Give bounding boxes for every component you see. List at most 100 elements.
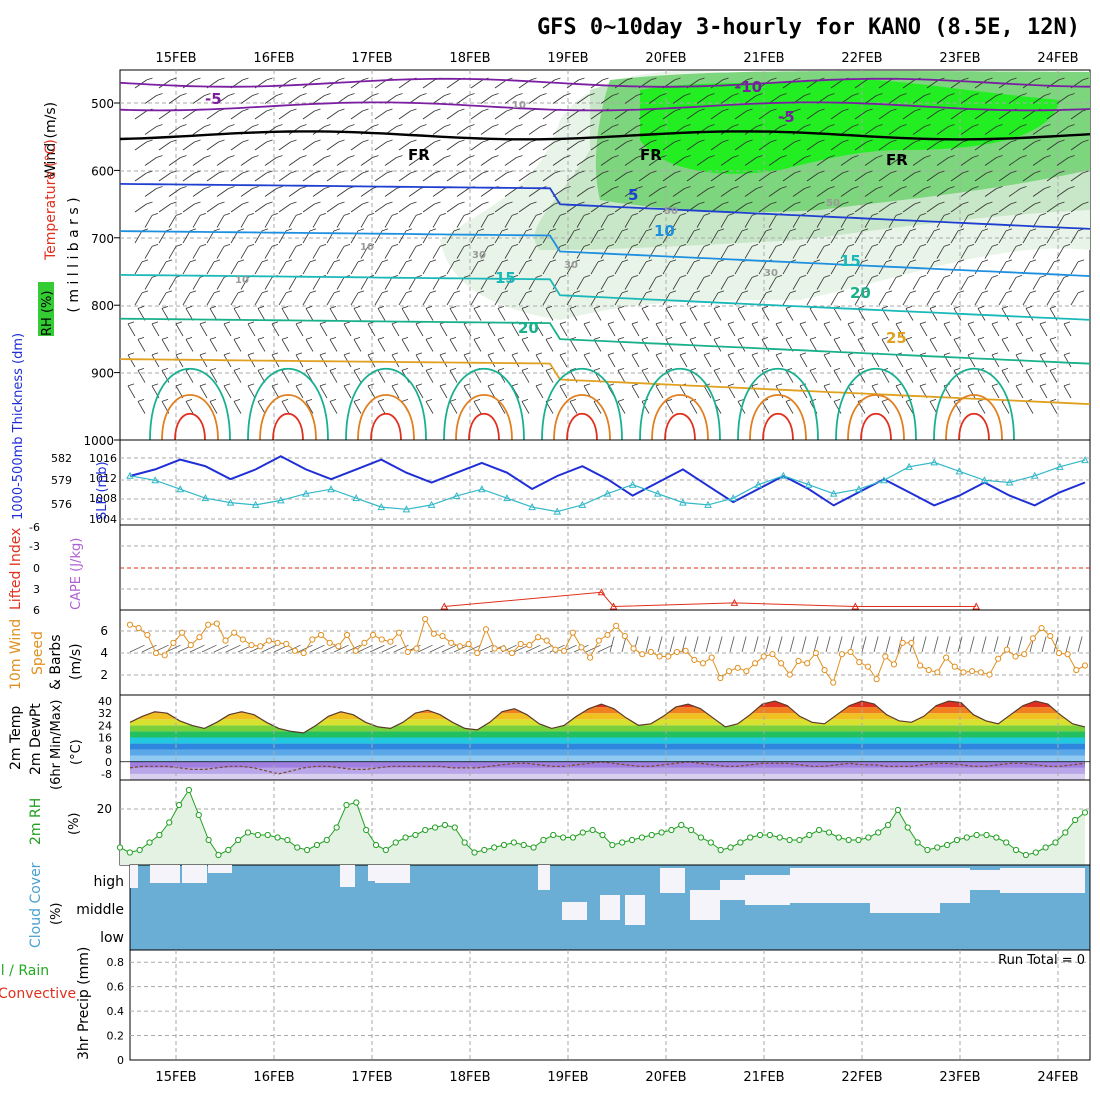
wind-barb bbox=[391, 323, 400, 337]
wind10m-marker bbox=[786, 671, 793, 678]
wind-barb-flag bbox=[905, 368, 913, 371]
wind-barb bbox=[905, 339, 914, 352]
wind-barb-flag bbox=[1010, 77, 1017, 81]
wind-barb bbox=[638, 172, 651, 182]
wind10m-marker bbox=[343, 631, 351, 639]
wind-barb-flag bbox=[405, 290, 413, 294]
rh2m-marker bbox=[688, 826, 695, 834]
wind-barb-flag bbox=[463, 352, 471, 356]
bottom-date-label: 15FEB bbox=[155, 1070, 196, 1085]
wind-barb bbox=[480, 126, 493, 135]
wind-barb-flag bbox=[693, 290, 701, 294]
wind-barb bbox=[881, 401, 890, 414]
wind-barb-flag bbox=[559, 383, 567, 387]
wind-barb-flag bbox=[809, 368, 817, 371]
wind-barb-flag bbox=[991, 383, 999, 387]
wind-barb bbox=[655, 385, 664, 399]
wind-barb-flag bbox=[645, 228, 653, 232]
wind-barb-flag bbox=[271, 321, 279, 325]
wind-barb bbox=[350, 292, 359, 306]
wind-barb-flag bbox=[703, 244, 711, 247]
rh2m-marker bbox=[993, 834, 1000, 841]
wind-barb-flag bbox=[612, 124, 619, 127]
wind-barb-flag bbox=[453, 290, 461, 294]
wind-barb-flag bbox=[631, 352, 639, 356]
wind-barb bbox=[168, 188, 181, 197]
wind-barb bbox=[593, 401, 602, 414]
wind-barb-flag bbox=[420, 124, 427, 127]
wind-barb bbox=[617, 370, 626, 383]
wind-barb bbox=[134, 261, 143, 275]
wind10m-marker bbox=[352, 647, 359, 654]
slp-marker bbox=[729, 494, 738, 502]
wind-barb-flag bbox=[410, 139, 417, 143]
wind-barb-flag bbox=[453, 259, 461, 263]
wind-barb bbox=[950, 261, 959, 275]
wind-barb-flag bbox=[506, 170, 513, 174]
wind-barb-flag bbox=[871, 383, 879, 387]
wind-barb bbox=[830, 203, 843, 213]
wind-barb bbox=[350, 141, 363, 151]
wind-barb-flag bbox=[636, 93, 643, 96]
wind-barb bbox=[960, 126, 973, 135]
wind-barb bbox=[600, 215, 609, 228]
wind-barb-flag bbox=[770, 201, 777, 205]
wind-barb bbox=[398, 230, 407, 244]
wind-barb bbox=[319, 323, 328, 337]
wind-barb-flag bbox=[794, 77, 801, 81]
bottom-date-label: 18FEB bbox=[449, 1070, 490, 1085]
wind-barb bbox=[929, 339, 938, 352]
wind-barb-flag bbox=[305, 368, 313, 371]
precip-tick: 0.4 bbox=[107, 1005, 125, 1018]
wind-barb-flag bbox=[261, 290, 269, 294]
wind-barb bbox=[864, 157, 877, 166]
wind-barb bbox=[1070, 230, 1079, 244]
wind-barb-flag bbox=[540, 155, 547, 158]
wind-barb bbox=[384, 157, 397, 166]
wind-barb bbox=[1008, 157, 1021, 166]
rh2m-marker bbox=[116, 844, 124, 851]
wind-barb-flag bbox=[919, 213, 927, 216]
wind-barb bbox=[953, 370, 962, 383]
wind-barb bbox=[912, 277, 921, 290]
wind-barb bbox=[806, 172, 819, 182]
wind-barb-flag bbox=[194, 139, 201, 143]
wind-barb bbox=[422, 292, 431, 306]
top-date-label: 16FEB bbox=[253, 51, 294, 66]
wind-barb-flag bbox=[885, 290, 893, 294]
wind-barb bbox=[974, 261, 983, 275]
wind-barb-flag bbox=[727, 244, 735, 247]
wind-barb-flag bbox=[684, 186, 691, 189]
wind-barb-flag bbox=[281, 399, 289, 402]
wind-barb bbox=[134, 292, 143, 306]
rh2m-marker bbox=[333, 824, 340, 831]
total-rain-label: Total / Rain bbox=[0, 963, 49, 979]
slp-marker bbox=[201, 494, 210, 502]
wind-barb-flag bbox=[981, 290, 989, 294]
wind-barb bbox=[518, 110, 531, 120]
wind-barb bbox=[569, 308, 578, 321]
wind-barb bbox=[185, 370, 194, 383]
wind-barb-flag bbox=[1077, 259, 1085, 263]
wind10m-marker bbox=[1021, 651, 1028, 658]
wind-barb bbox=[566, 141, 579, 151]
wind-barb bbox=[758, 141, 771, 151]
wind-barb-flag bbox=[833, 368, 841, 371]
wind-barb-flag bbox=[511, 213, 519, 216]
rh2m-marker bbox=[1022, 851, 1030, 859]
cloud-gap bbox=[562, 902, 587, 920]
wind-barb-flag bbox=[919, 352, 927, 356]
wind-barb-flag bbox=[828, 155, 835, 158]
wind-barb-flag bbox=[929, 306, 937, 309]
wind-barb bbox=[583, 354, 592, 368]
wind-barb bbox=[336, 188, 349, 197]
wind-barb bbox=[792, 277, 801, 290]
slp-marker bbox=[578, 500, 587, 508]
wind-barb-flag bbox=[554, 170, 561, 174]
wind-barb-flag bbox=[569, 399, 577, 402]
rh2m-marker bbox=[1072, 816, 1079, 824]
wind-barb-flag bbox=[180, 124, 187, 127]
temp2m-tick: 24 bbox=[98, 719, 112, 732]
wind-barb-flag bbox=[223, 213, 231, 216]
